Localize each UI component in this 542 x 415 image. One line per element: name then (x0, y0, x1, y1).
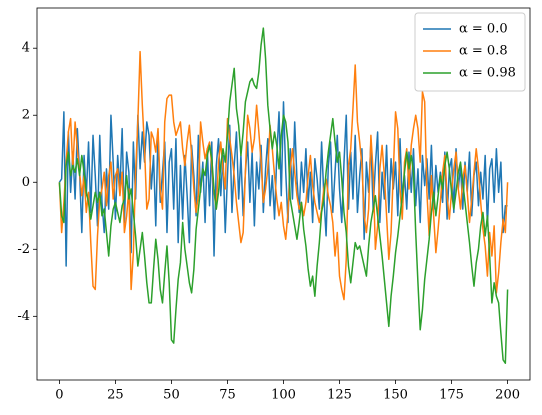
y-tick-label: -2 (17, 242, 30, 257)
x-tick-label: 200 (495, 388, 520, 403)
x-tick-label: 75 (219, 388, 236, 403)
y-tick-label: 0 (22, 175, 30, 190)
x-tick-label: 125 (327, 388, 352, 403)
legend-label: α = 0.8 (459, 44, 508, 59)
legend-box (414, 12, 526, 92)
x-tick-label: 150 (383, 388, 408, 403)
legend-label: α = 0.98 (459, 66, 516, 81)
x-tick-label: 0 (55, 388, 63, 403)
series-line (58, 27, 509, 364)
x-tick-label: 100 (271, 388, 296, 403)
series-line (58, 101, 508, 267)
y-tick-label: -4 (17, 309, 30, 324)
x-tick-label: 50 (163, 388, 180, 403)
x-tick-label: 175 (439, 388, 464, 403)
legend-label: α = 0.0 (459, 22, 508, 37)
y-tick-label: 2 (22, 108, 30, 123)
y-tick-label: 4 (22, 41, 30, 56)
x-tick-label: 25 (107, 388, 124, 403)
